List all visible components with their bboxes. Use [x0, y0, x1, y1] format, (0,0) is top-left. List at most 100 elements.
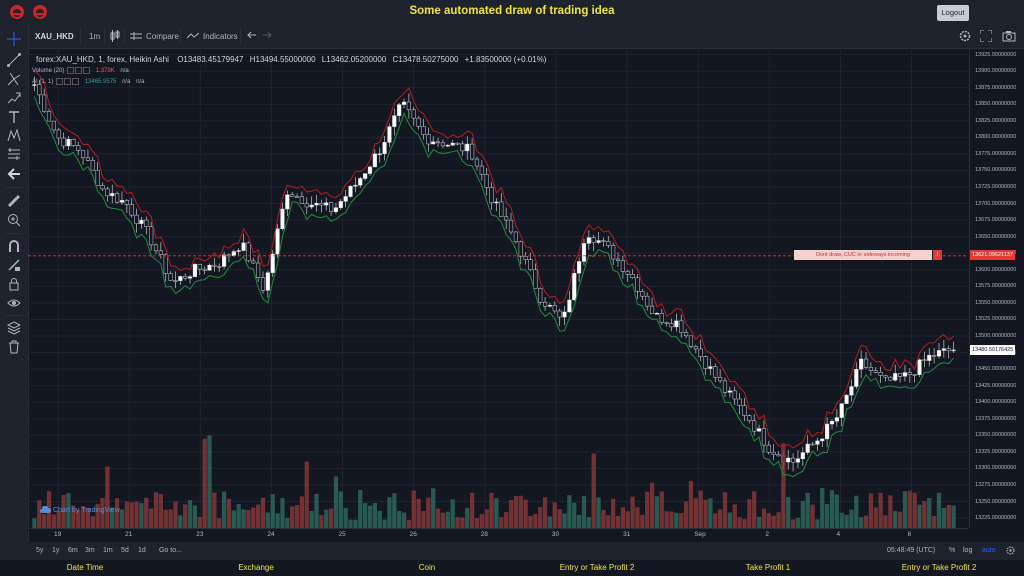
price-tick-label: 13325.00000000 [975, 448, 1017, 455]
volume-bar [669, 511, 674, 528]
pitchfork-icon[interactable] [7, 72, 21, 86]
range-1d[interactable]: 1d [138, 547, 146, 554]
range-5y[interactable]: 5y [36, 547, 44, 554]
lock-icon[interactable] [7, 277, 21, 291]
range-1y[interactable]: 1y [52, 547, 60, 554]
undo-icon[interactable] [247, 32, 257, 40]
text-tool-icon[interactable] [7, 110, 21, 124]
compare-icon[interactable] [130, 32, 142, 40]
lock-drawing-icon[interactable] [7, 258, 21, 272]
tradingview-watermark[interactable]: Chart by TradingView [40, 505, 120, 514]
candle [518, 241, 523, 257]
candle [936, 350, 942, 357]
indicators-icon[interactable] [187, 32, 199, 40]
volume-bar [513, 496, 519, 528]
candle [664, 322, 669, 324]
price-axis[interactable]: 13925.00000000 13900.00000000 13875.000000… [969, 48, 1024, 528]
candle [674, 320, 679, 328]
candle [474, 158, 480, 167]
volume-bar [620, 507, 626, 528]
volume-bar [693, 498, 698, 528]
ruler-icon[interactable] [7, 194, 21, 208]
logout-button[interactable]: Logout [937, 5, 969, 21]
annotation-badge[interactable]: ! [933, 250, 942, 260]
candle [363, 173, 368, 179]
prediction-icon[interactable] [7, 147, 21, 161]
volume-bar [854, 495, 859, 528]
candle [192, 263, 197, 277]
goto-button[interactable]: Go to... [159, 547, 182, 554]
candle [377, 153, 382, 156]
volume-bar [722, 492, 728, 528]
candle [144, 219, 149, 227]
volume-label[interactable]: Volume (20) [32, 68, 65, 75]
candle [528, 259, 533, 270]
legend-symbol[interactable]: forex:XAU_HKD, 1, forex, Heikin Ashi [36, 55, 169, 64]
brush-icon[interactable] [7, 91, 21, 105]
range-1m[interactable]: 1m [103, 547, 113, 554]
candle [173, 280, 178, 282]
candle [747, 415, 752, 422]
candle [280, 208, 285, 230]
volume-bar [401, 512, 407, 528]
ai-value: 13465.9575 [84, 79, 117, 86]
candle [139, 219, 144, 224]
range-5d[interactable]: 5d [121, 547, 129, 554]
candle [484, 174, 489, 188]
time-tick-label: 21 [125, 531, 133, 538]
eye-icon[interactable] [7, 296, 21, 310]
trash-icon[interactable] [7, 340, 21, 354]
symbol-selector[interactable]: XAU_HKD [35, 32, 74, 41]
indicators-button[interactable]: Indicators [203, 32, 238, 41]
range-3m[interactable]: 3m [85, 547, 95, 554]
zoom-in-icon[interactable] [7, 213, 21, 227]
settings-icon[interactable] [959, 30, 971, 42]
trend-line-icon[interactable] [7, 53, 21, 67]
time-axis[interactable]: 19 21 23 24 25 26 28 30 31 Sep 2 4 6 [28, 528, 968, 543]
volume-bar [941, 507, 946, 528]
volume-bar [523, 499, 528, 528]
layers-icon[interactable] [7, 321, 21, 335]
candle [479, 165, 484, 175]
candle [927, 354, 932, 361]
volume-bar [732, 504, 737, 528]
redo-icon[interactable] [262, 32, 272, 40]
chart-pane[interactable] [28, 48, 968, 528]
time-tick-label: 28 [480, 531, 489, 538]
chart-style-icon[interactable] [110, 30, 120, 42]
volume-bar [489, 492, 494, 528]
auto-toggle[interactable]: auto [982, 547, 996, 554]
candle [105, 188, 110, 197]
footer-bar: Date Time Exchange Coin Entry or Take Pr… [0, 560, 1024, 576]
back-arrow-icon[interactable] [7, 167, 21, 181]
volume-bar [158, 494, 164, 528]
ai-label[interactable]: AI (1, 1) [32, 79, 54, 86]
legend-close: C13478.50275000 [392, 55, 459, 64]
percent-toggle[interactable]: % [949, 547, 956, 554]
interval-selector[interactable]: 1m [89, 32, 101, 41]
magnet-icon[interactable] [7, 239, 21, 253]
candle [698, 348, 703, 357]
volume-bar [664, 511, 669, 528]
log-toggle[interactable]: log [963, 547, 973, 554]
price-tick-label: 13800.00000000 [975, 134, 1017, 141]
pattern-icon[interactable] [7, 128, 21, 142]
compare-button[interactable]: Compare [146, 32, 179, 41]
volume-bar [761, 508, 767, 528]
annotation-label[interactable]: Dont draw, CUC or sideways incoming [794, 250, 932, 260]
volume-bar [897, 511, 903, 528]
candle [61, 137, 66, 147]
candle [732, 390, 737, 400]
axis-settings-icon[interactable] [1006, 546, 1015, 555]
range-6m[interactable]: 6m [68, 547, 78, 554]
fullscreen-icon[interactable] [980, 30, 992, 42]
volume-bar [873, 507, 878, 528]
footer-exchange: Exchange [238, 563, 274, 572]
crosshair-icon[interactable] [7, 32, 21, 46]
candle [66, 138, 71, 147]
volume-bar [518, 495, 523, 528]
candle [416, 117, 421, 127]
candle [601, 240, 606, 242]
camera-icon[interactable] [1002, 30, 1016, 42]
price-tick-label: 13275.00000000 [975, 481, 1017, 488]
